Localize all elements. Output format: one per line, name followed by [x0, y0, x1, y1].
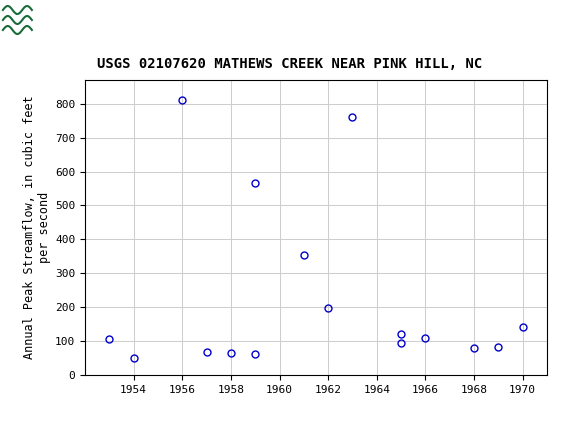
Text: USGS: USGS [38, 11, 93, 29]
Bar [0, 0, 67, 40]
Text: USGS 02107620 MATHEWS CREEK NEAR PINK HILL, NC: USGS 02107620 MATHEWS CREEK NEAR PINK HI… [97, 57, 483, 71]
Text: ≡USGS: ≡USGS [3, 11, 57, 29]
Y-axis label: Annual Peak Streamflow, in cubic feet
per second: Annual Peak Streamflow, in cubic feet pe… [23, 96, 51, 359]
